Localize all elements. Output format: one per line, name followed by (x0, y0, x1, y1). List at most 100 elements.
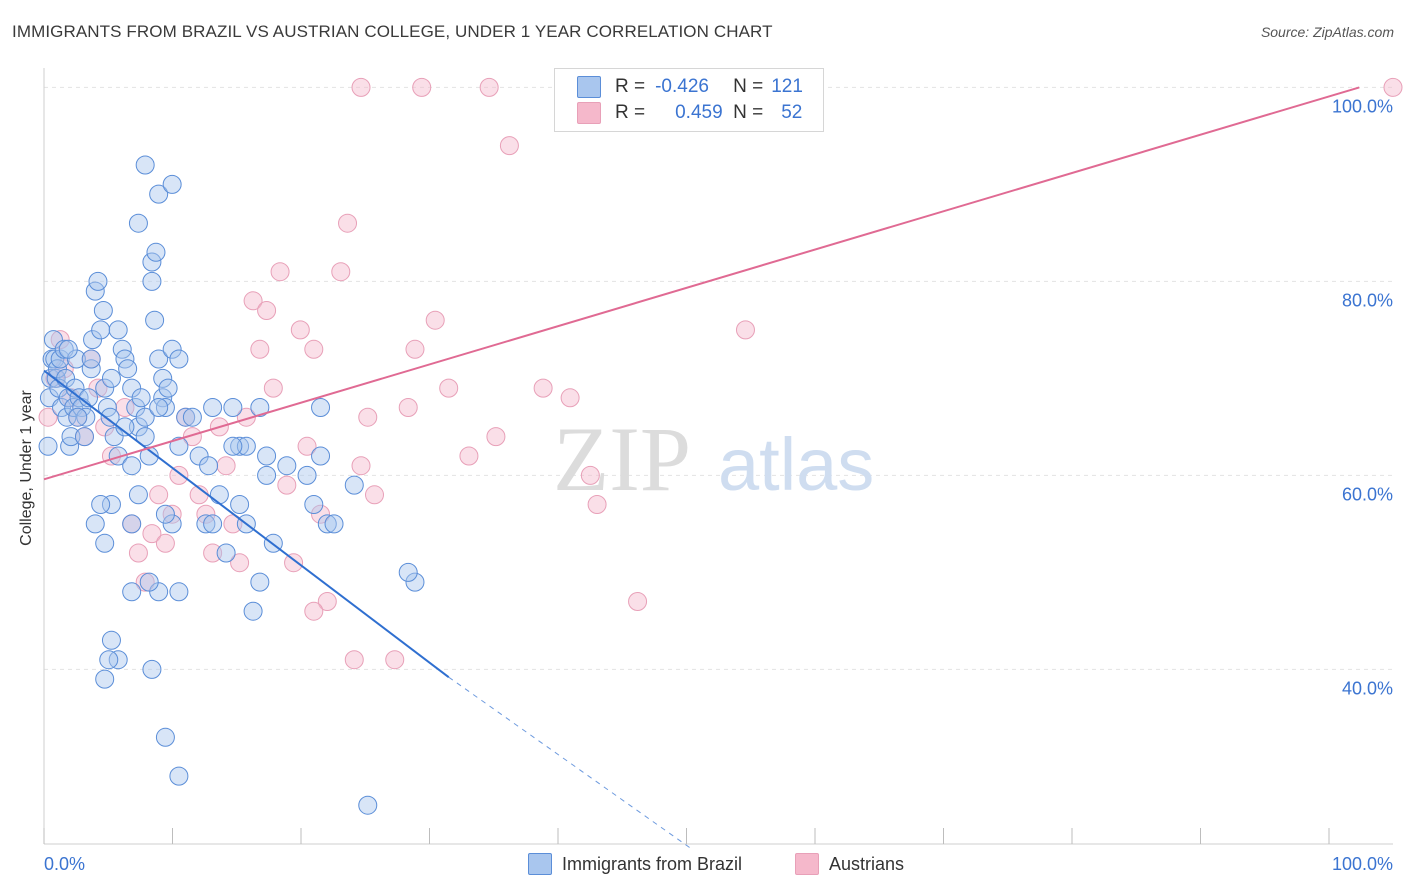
data-point-austrians (459, 446, 479, 466)
data-point-brazil (108, 320, 128, 340)
trend-lines (43, 86, 1360, 850)
data-point-brazil (155, 504, 175, 524)
data-point-austrians (499, 136, 519, 156)
data-point-austrians (486, 427, 506, 447)
data-point-brazil (68, 407, 88, 427)
data-point-brazil (95, 378, 115, 398)
data-point-brazil (95, 669, 115, 689)
correlation-legend: R = -0.426 N = 121 R = 0.459 N = 52 (554, 68, 824, 132)
data-point-austrians (290, 320, 310, 340)
data-point-austrians (263, 378, 283, 398)
data-point-brazil (398, 562, 418, 582)
data-point-brazil (61, 427, 81, 447)
data-point-austrians (142, 524, 162, 544)
legend-swatch-blue (577, 76, 601, 98)
data-point-austrians (270, 262, 290, 282)
data-point-brazil (146, 242, 166, 262)
data-point-brazil (182, 407, 202, 427)
data-point-brazil (38, 436, 58, 456)
data-point-brazil (88, 271, 108, 291)
data-point-brazil (122, 514, 142, 534)
data-point-austrians (628, 592, 648, 611)
data-point-austrians (351, 77, 371, 97)
data-point-brazil (83, 330, 103, 350)
data-point-austrians (587, 495, 607, 514)
data-point-austrians (317, 592, 337, 611)
data-point-brazil (74, 427, 94, 447)
data-point-brazil (199, 456, 219, 476)
bottom-legend-label: Austrians (829, 853, 905, 874)
data-point-austrians (203, 543, 223, 563)
y-tick-label: 100.0% (1332, 96, 1393, 116)
data-point-austrians (182, 427, 202, 447)
data-point-brazil (128, 213, 148, 233)
grid-lines (44, 86, 1393, 670)
trend-line-austrians (43, 86, 1360, 481)
data-point-brazil (149, 184, 169, 204)
data-point-brazil (158, 378, 178, 398)
data-point-austrians (385, 650, 405, 670)
data-point-austrians (128, 543, 148, 563)
trend-line-brazil (43, 369, 450, 678)
data-point-brazil (81, 349, 101, 369)
data-point-brazil (277, 456, 297, 476)
data-point-brazil (162, 339, 182, 359)
legend-r-label: R = (615, 76, 646, 97)
data-point-austrians (560, 388, 580, 408)
data-point-brazil (155, 727, 175, 747)
legend-swatch-pink (577, 102, 601, 124)
data-point-austrians (257, 301, 277, 320)
data-point-brazil (135, 427, 155, 447)
data-point-austrians (38, 407, 58, 427)
data-point-brazil (81, 359, 101, 379)
x-tick-label: 100.0% (1332, 854, 1393, 874)
data-point-brazil (122, 456, 142, 476)
tick-labels: 40.0% 60.0% 80.0% 100.0% 0.0% 100.0% (44, 96, 1393, 874)
watermark-atlas: atlas (718, 423, 874, 506)
data-point-brazil (230, 495, 250, 514)
legend-r-value: -0.426 (655, 76, 709, 97)
data-point-brazil (95, 533, 115, 553)
data-point-austrians (196, 504, 216, 524)
data-point-brazil (104, 427, 124, 447)
data-point-brazil (203, 398, 223, 417)
data-point-austrians (344, 650, 364, 670)
data-point-brazil (311, 398, 331, 417)
legend-n-label: N = (733, 102, 764, 123)
series-austrians (38, 77, 1403, 670)
data-point-austrians (230, 553, 250, 573)
data-point-brazil (122, 582, 142, 602)
data-point-brazil (115, 417, 135, 437)
bottom-legend-austrians: Austrians (795, 852, 904, 876)
data-point-brazil (60, 436, 80, 456)
data-point-brazil (66, 349, 86, 369)
legend-r-label: R = (615, 102, 646, 123)
data-point-brazil (162, 174, 182, 194)
legend-r-value: 0.459 (675, 102, 723, 123)
data-point-brazil (169, 582, 189, 602)
data-point-austrians (365, 485, 385, 505)
data-point-brazil (85, 514, 105, 534)
data-point-austrians (135, 572, 155, 592)
data-point-brazil (324, 514, 344, 534)
data-point-brazil (169, 349, 189, 369)
data-point-brazil (297, 465, 317, 485)
data-point-brazil (139, 572, 159, 592)
watermark: ZIP atlas (553, 408, 874, 510)
data-point-austrians (169, 465, 189, 485)
data-point-austrians (358, 407, 378, 427)
data-point-austrians (243, 291, 263, 311)
data-point-austrians (216, 456, 236, 476)
data-point-brazil (304, 495, 324, 514)
legend-n-value: 52 (781, 102, 803, 123)
data-point-brazil (155, 398, 175, 417)
data-point-brazil (99, 650, 119, 670)
data-point-brazil (162, 514, 182, 534)
data-point-brazil (358, 795, 378, 815)
data-point-brazil (128, 417, 148, 437)
data-point-brazil (142, 271, 162, 291)
data-point-austrians (533, 378, 553, 398)
data-point-brazil (91, 495, 111, 514)
data-point-brazil (128, 485, 148, 505)
